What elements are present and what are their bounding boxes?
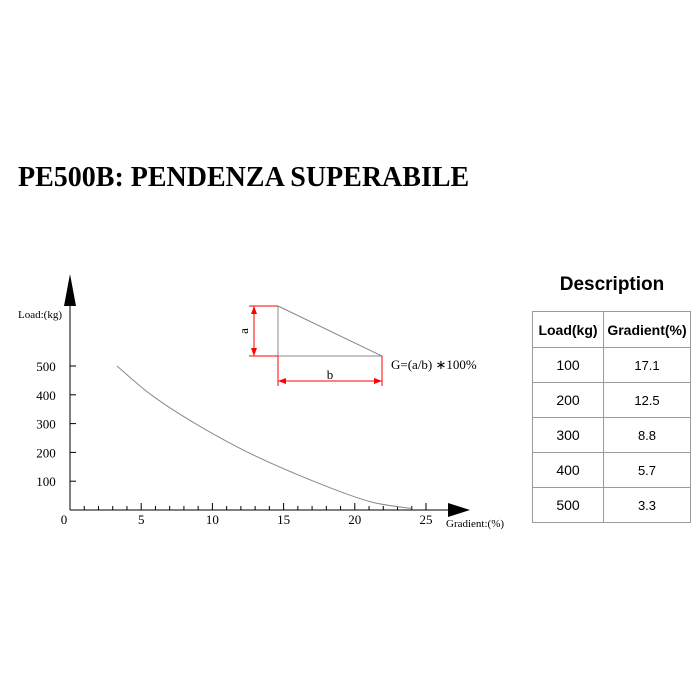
table-row: 400 5.7 bbox=[532, 452, 691, 488]
description-title: Description bbox=[559, 274, 665, 295]
x-tick-label: 20 bbox=[348, 512, 361, 527]
gradient-cell: 17.1 bbox=[603, 347, 691, 383]
load-cell: 500 bbox=[532, 487, 604, 523]
y-tick-label: 500 bbox=[36, 359, 56, 374]
dimension-arrow-icon bbox=[374, 378, 382, 384]
y-axis-arrow-icon bbox=[64, 274, 76, 306]
x-tick-label: 25 bbox=[420, 512, 433, 527]
dimension-arrow-icon bbox=[278, 378, 286, 384]
table-row: 200 12.5 bbox=[532, 382, 691, 418]
load-cell: 300 bbox=[532, 417, 604, 453]
gradient-formula: G=(a/b) ∗100% bbox=[391, 357, 477, 372]
dimension-a-label: a bbox=[236, 328, 251, 334]
gradient-cell: 5.7 bbox=[603, 452, 691, 488]
table-row: 300 8.8 bbox=[532, 417, 691, 453]
dimension-arrow-icon bbox=[251, 348, 257, 356]
y-tick-label: 100 bbox=[36, 474, 56, 489]
dimension-arrow-icon bbox=[251, 306, 257, 314]
page-title: PE500B: PENDENZA SUPERABILE bbox=[18, 162, 470, 193]
y-tick-label: 200 bbox=[36, 445, 56, 460]
x-tick-label: 0 bbox=[61, 512, 68, 527]
dimension-b-label: b bbox=[327, 367, 334, 382]
y-tick-label: 300 bbox=[36, 417, 56, 432]
gradient-cell: 3.3 bbox=[603, 487, 691, 523]
x-axis-arrow-icon bbox=[448, 503, 470, 517]
header-gradient: Gradient(%) bbox=[603, 311, 691, 348]
gradient-cell: 12.5 bbox=[603, 382, 691, 418]
load-cell: 200 bbox=[532, 382, 604, 418]
load-cell: 400 bbox=[532, 452, 604, 488]
y-axis-label: Load:(kg) bbox=[18, 309, 62, 321]
y-tick-label: 400 bbox=[36, 388, 56, 403]
load-gradient-curve bbox=[116, 365, 412, 510]
table-header-row: Load(kg) Gradient(%) bbox=[532, 311, 691, 348]
load-cell: 100 bbox=[532, 347, 604, 383]
x-tick-label: 10 bbox=[206, 512, 219, 527]
x-axis-label: Gradient:(%) bbox=[446, 518, 504, 530]
x-tick-label: 15 bbox=[277, 512, 290, 527]
description-table: Load(kg) Gradient(%) 100 17.1 200 12.5 3… bbox=[532, 311, 691, 523]
x-tick-label: 5 bbox=[138, 512, 145, 527]
header-load: Load(kg) bbox=[532, 311, 604, 348]
gradient-cell: 8.8 bbox=[603, 417, 691, 453]
table-row: 100 17.1 bbox=[532, 347, 691, 383]
gradient-triangle bbox=[277, 305, 383, 357]
table-row: 500 3.3 bbox=[532, 487, 691, 523]
